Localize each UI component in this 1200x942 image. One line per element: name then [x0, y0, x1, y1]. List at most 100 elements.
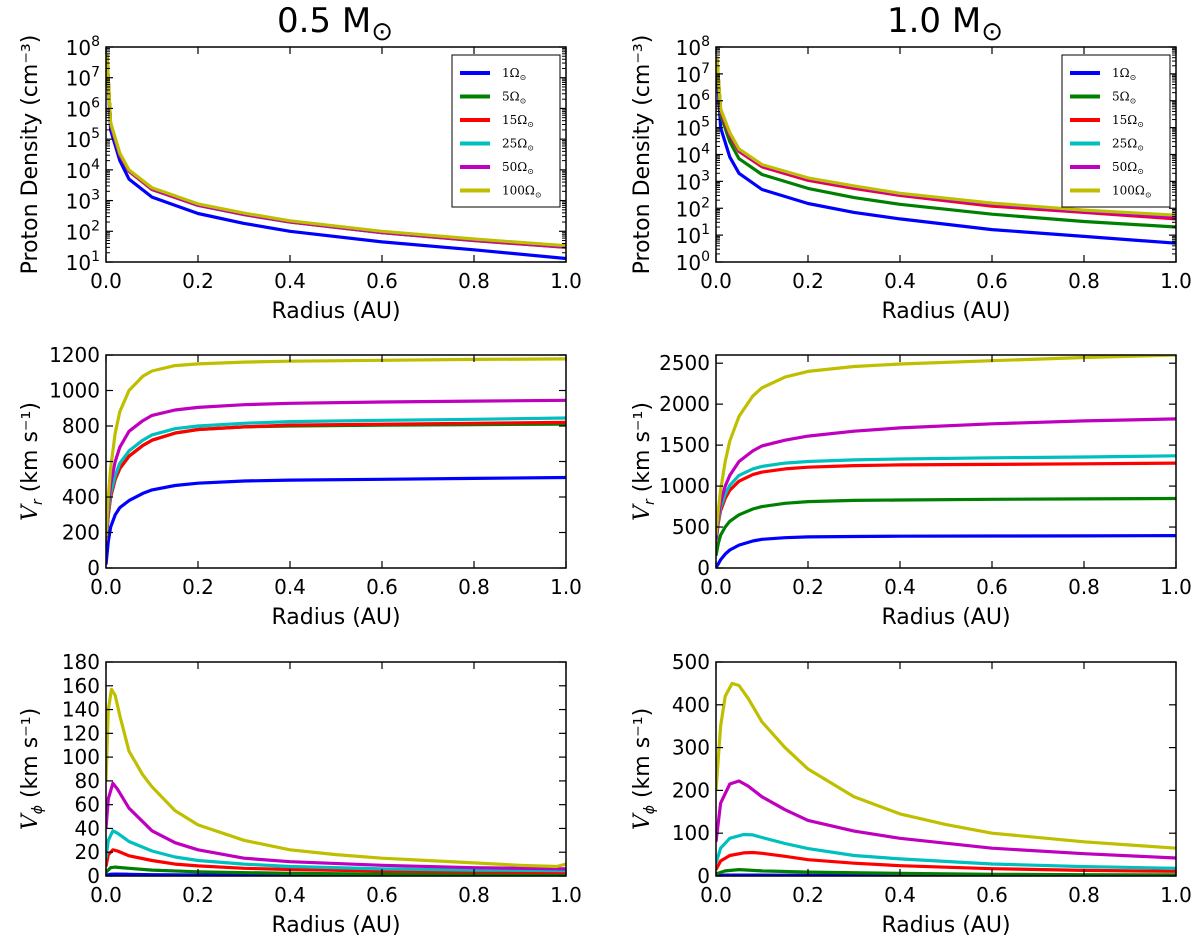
x-axis-label: Radius (AU) — [881, 299, 1010, 324]
y-axis-label-units: (km s⁻¹) — [18, 402, 43, 499]
x-tick-label: 0.2 — [792, 575, 824, 599]
y-axis-label-sub: r — [30, 498, 46, 505]
y-tick-label: 1000 — [49, 379, 100, 403]
y-tick-label: 2000 — [659, 392, 710, 416]
legend-label-15Ω: 15Ω⊙ — [502, 113, 534, 129]
legend-label-15Ω: 15Ω⊙ — [1112, 113, 1144, 129]
legend-label-5Ω: 5Ω⊙ — [1112, 90, 1136, 106]
x-tick-label: 0.8 — [1068, 883, 1100, 907]
x-tick-label: 0.8 — [458, 883, 490, 907]
plot-frame-density_05 — [105, 46, 567, 263]
plot-frame-vr_05 — [105, 354, 567, 569]
x-tick-label: 0.4 — [884, 883, 916, 907]
x-tick-label: 0.2 — [792, 883, 824, 907]
legend-label-50Ω: 50Ω⊙ — [502, 160, 534, 176]
legend-label-25Ω: 25Ω⊙ — [502, 137, 534, 153]
series-group-vr_10 — [716, 355, 1176, 568]
plot-frame-vphi_05 — [105, 661, 567, 877]
series-line-density_10-5Ω — [716, 60, 1176, 229]
y-tick-label: 102 — [66, 218, 100, 244]
x-axis-label: Radius (AU) — [271, 913, 400, 938]
series-line-density_10-1Ω — [716, 65, 1176, 245]
series-group-density_10 — [716, 56, 1176, 245]
series-line-vr_05-15Ω — [106, 420, 566, 542]
y-tick-label: 180 — [62, 650, 100, 674]
y-tick-label: 108 — [676, 34, 710, 60]
x-tick-label: 0.0 — [700, 575, 732, 599]
series-line-vr_05-25Ω — [106, 416, 566, 540]
x-tick-label: 0.6 — [366, 575, 398, 599]
y-tick-label: 0 — [697, 556, 710, 580]
legend-label-1Ω: 1Ω⊙ — [1112, 66, 1136, 82]
x-tick-label: 1.0 — [1160, 269, 1192, 293]
legend-label-100Ω: 100Ω⊙ — [502, 184, 542, 200]
x-tick-label: 0.0 — [90, 575, 122, 599]
series-line-vphi_05-25Ω — [106, 829, 566, 873]
series-line-vr_10-1Ω — [716, 534, 1176, 568]
x-tick-label: 1.0 — [550, 269, 582, 293]
y-tick-label: 100 — [62, 745, 100, 769]
y-tick-label: 1500 — [659, 433, 710, 457]
y-axis-label-units: (km s⁻¹) — [18, 708, 43, 805]
y-tick-label: 500 — [672, 515, 710, 539]
y-tick-label: 104 — [676, 142, 710, 168]
y-tick-label: 600 — [62, 450, 100, 474]
x-tick-label: 0.2 — [182, 883, 214, 907]
series-line-vr_05-50Ω — [106, 398, 566, 538]
x-tick-label: 0.4 — [274, 883, 306, 907]
y-tick-label: 106 — [66, 95, 100, 121]
x-axis-label: Radius (AU) — [271, 605, 400, 630]
y-tick-label: 1000 — [659, 474, 710, 498]
series-line-vphi_05-100Ω — [106, 687, 566, 869]
legend-label-100Ω: 100Ω⊙ — [1112, 184, 1152, 200]
x-tick-label: 0.4 — [274, 575, 306, 599]
series-line-vphi_10-100Ω — [716, 681, 1176, 850]
series-group-density_05 — [106, 53, 566, 261]
y-tick-label: 103 — [66, 188, 100, 214]
x-tick-label: 0.0 — [90, 883, 122, 907]
y-tick-label: 105 — [676, 115, 710, 141]
x-tick-label: 0.0 — [700, 883, 732, 907]
legend-box — [1061, 54, 1171, 208]
y-axis-label-var: V — [18, 812, 43, 830]
y-axis-label-sub: ϕ — [642, 805, 658, 814]
y-tick-label: 103 — [676, 168, 710, 194]
x-tick-label: 1.0 — [1160, 883, 1192, 907]
x-tick-label: 0.4 — [884, 269, 916, 293]
y-axis-label: Vr (km s⁻¹) — [18, 402, 46, 521]
series-line-vphi_05-5Ω — [106, 865, 566, 876]
y-tick-label: 102 — [676, 195, 710, 221]
y-tick-label: 400 — [62, 485, 100, 509]
x-tick-label: 0.2 — [182, 269, 214, 293]
y-tick-label: 40 — [75, 816, 100, 840]
y-tick-label: 0 — [697, 864, 710, 888]
series-line-vr_05-5Ω — [106, 422, 566, 542]
panel-vphi_05: 0.0 0.2 0.4 0.6 0.8 1.0 Radius (AU) 02040608010… — [18, 650, 582, 938]
legend-label-50Ω: 50Ω⊙ — [1112, 160, 1144, 176]
panel-vphi_10: 0.0 0.2 0.4 0.6 0.8 1.0 Radius (AU) 0 100 200 300 4… — [630, 650, 1192, 938]
panel-vr_05: 0.0 0.2 0.4 0.6 0.8 1.0 Radius (AU) 0 200 400 600 8… — [18, 343, 582, 630]
y-tick-label: 800 — [62, 414, 100, 438]
y-tick-label: 101 — [66, 249, 100, 275]
series-group-vphi_10 — [716, 681, 1176, 876]
y-tick-label: 200 — [672, 778, 710, 802]
x-tick-label: 0.8 — [1068, 575, 1100, 599]
y-axis-label-sub: ϕ — [30, 805, 46, 814]
x-tick-label: 0.6 — [976, 575, 1008, 599]
y-tick-label: 104 — [66, 157, 100, 183]
y-axis-label-var: V — [18, 503, 43, 521]
series-line-vphi_10-50Ω — [716, 779, 1176, 860]
y-tick-label: 60 — [75, 793, 100, 817]
y-axis-label: Vϕ (km s⁻¹) — [18, 708, 46, 830]
y-tick-label: 2500 — [659, 351, 710, 375]
x-tick-label: 0.0 — [90, 269, 122, 293]
x-tick-label: 1.0 — [550, 883, 582, 907]
series-line-density_05-100Ω — [106, 53, 566, 248]
column-title-1.0: 1.0 M⊙ — [887, 1, 1003, 47]
y-tick-label: 106 — [676, 88, 710, 114]
y-tick-label: 107 — [676, 61, 710, 87]
y-axis-label-var: V — [630, 812, 655, 830]
y-axis-label-sub: r — [642, 498, 658, 505]
x-tick-label: 0.4 — [884, 575, 916, 599]
